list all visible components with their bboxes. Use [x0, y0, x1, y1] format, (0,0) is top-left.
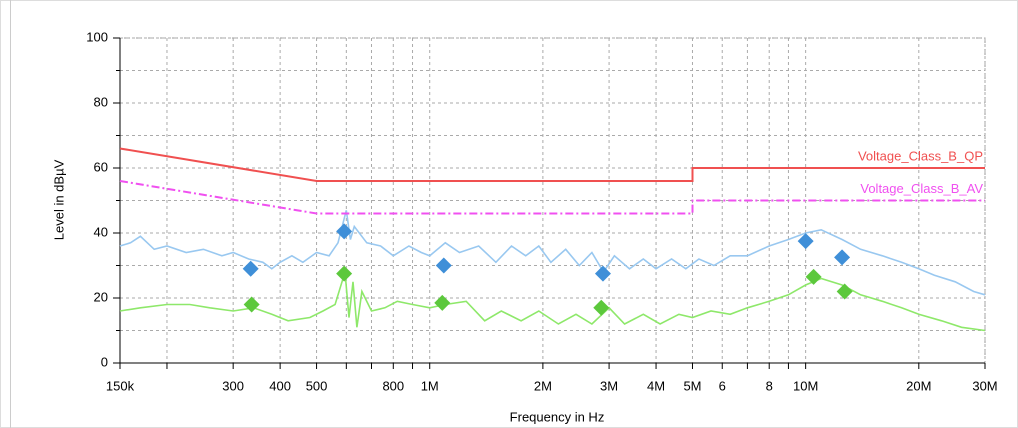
- x-tick-label: 400: [269, 378, 291, 393]
- y-tick-label: 20: [94, 289, 108, 304]
- marker: [336, 265, 353, 282]
- y-axis-title: Level in dBµV: [51, 159, 66, 240]
- x-tick-label: 800: [382, 378, 404, 393]
- marker: [594, 265, 611, 282]
- marker: [797, 233, 814, 250]
- y-tick-label: 100: [86, 29, 108, 44]
- x-tick-label: 20M: [906, 378, 931, 393]
- marker: [435, 257, 452, 274]
- y-tick-label: 60: [94, 159, 108, 174]
- x-tick-label: 3M: [600, 378, 618, 393]
- x-tick-label: 4M: [647, 378, 665, 393]
- x-tick-label: 1M: [421, 378, 439, 393]
- marker: [434, 294, 451, 311]
- x-axis-title: Frequency in Hz: [510, 409, 605, 424]
- x-tick-label: 300: [222, 378, 244, 393]
- limit-label: Voltage_Class_B_QP: [858, 148, 983, 163]
- marker: [834, 249, 851, 266]
- x-tick-label: 6: [719, 378, 726, 393]
- marker: [805, 268, 822, 285]
- x-tick-label: 5M: [683, 378, 701, 393]
- y-tick-label: 0: [101, 354, 108, 369]
- marker: [593, 299, 610, 316]
- x-tick-label: 150k: [106, 378, 135, 393]
- y-tick-label: 40: [94, 224, 108, 239]
- x-tick-label: 8: [766, 378, 773, 393]
- x-tick-label: 500: [306, 378, 328, 393]
- marker: [836, 283, 853, 300]
- marker: [242, 260, 259, 277]
- x-tick-label: 10M: [793, 378, 818, 393]
- y-tick-label: 80: [94, 94, 108, 109]
- x-tick-label: 30M: [972, 378, 997, 393]
- marker: [243, 296, 260, 313]
- limit-line: [119, 147, 985, 182]
- marker: [336, 223, 353, 240]
- x-tick-label: 2M: [534, 378, 552, 393]
- trace: [119, 210, 986, 296]
- limit-line: [119, 180, 985, 215]
- limit-label: Voltage_Class_B_AV: [860, 181, 983, 196]
